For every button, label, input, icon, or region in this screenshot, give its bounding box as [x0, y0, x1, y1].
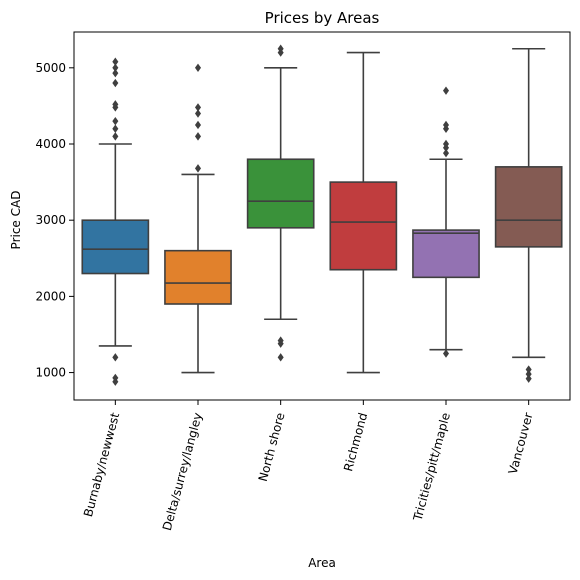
x-tick-label: Tricities/pitt/maple — [410, 411, 453, 523]
x-tick-label: North shore — [256, 411, 288, 483]
iqr-box — [329, 181, 398, 271]
chart-title: Prices by Areas — [265, 9, 380, 27]
iqr-box — [494, 166, 563, 248]
iqr-box — [164, 249, 232, 305]
outlier-point — [112, 132, 119, 141]
box-group — [164, 63, 232, 374]
x-tick-label: Burnaby/newwest — [81, 411, 122, 518]
box-group — [81, 57, 150, 386]
outlier-point — [112, 100, 119, 109]
outlier-point — [112, 57, 119, 66]
outlier-point — [194, 109, 202, 118]
x-tick-label: Delta/surrey/langley — [160, 411, 205, 532]
iqr-box — [81, 219, 150, 275]
outlier-point — [525, 374, 532, 383]
outlier-point — [112, 373, 119, 383]
y-tick-label: 1000 — [35, 366, 66, 380]
box-group — [246, 44, 315, 362]
iqr-box — [246, 158, 315, 229]
outlier-point — [277, 336, 284, 345]
outlier-point — [112, 68, 119, 78]
outlier-point — [112, 124, 119, 133]
y-axis-label: Price CAD — [9, 191, 23, 250]
outlier-point — [194, 63, 202, 73]
outlier-point — [112, 78, 119, 88]
y-tick-label: 2000 — [35, 289, 66, 303]
outlier-point — [442, 86, 450, 95]
x-tick-label: Vancouver — [506, 411, 536, 476]
iqr-box — [412, 229, 480, 279]
outlier-point — [194, 103, 202, 112]
outlier-point — [442, 148, 450, 158]
x-axis: Burnaby/newwest Delta/surrey/langley North… — [81, 400, 536, 532]
outlier-point — [112, 353, 119, 362]
x-axis-label: Area — [308, 556, 336, 570]
outlier-point — [525, 365, 532, 374]
outlier-point — [112, 116, 119, 126]
outlier-point — [277, 44, 284, 53]
y-axis: 1000 2000 3000 4000 5000 — [35, 61, 74, 380]
y-tick-label: 5000 — [35, 61, 66, 75]
outlier-point — [194, 132, 202, 141]
y-tick-label: 3000 — [35, 213, 66, 227]
outlier-point — [442, 139, 450, 149]
x-tick-label: Richmond — [341, 411, 370, 473]
box-group — [329, 51, 398, 374]
plot-area — [81, 44, 563, 386]
outlier-point — [442, 349, 450, 358]
box-group — [494, 47, 563, 383]
box-group — [412, 86, 480, 358]
outlier-point — [112, 63, 119, 73]
y-tick-label: 4000 — [35, 137, 66, 151]
plot-frame — [73, 31, 571, 401]
outlier-point — [277, 353, 284, 362]
outlier-point — [442, 120, 450, 130]
outlier-point — [525, 369, 532, 379]
outlier-point — [194, 120, 202, 130]
outlier-point — [194, 164, 202, 173]
